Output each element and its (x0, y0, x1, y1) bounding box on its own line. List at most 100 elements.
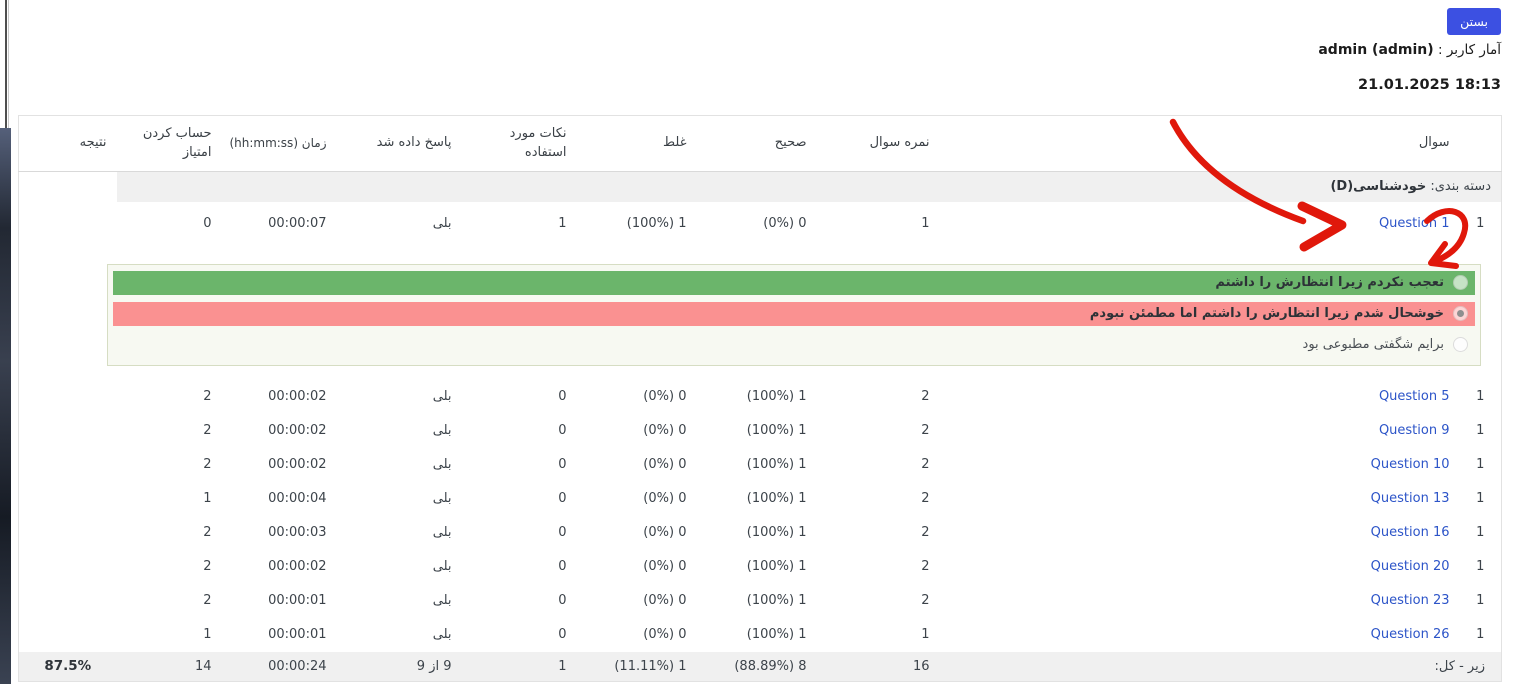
scoring-cell: 2 (203, 593, 212, 608)
col-header-wrong: غلط (576, 115, 697, 172)
grade-cell: 2 (921, 491, 930, 506)
time-cell: 00:00:02 (268, 559, 327, 574)
question-link[interactable]: Question 20 (1370, 559, 1450, 574)
row-count: 1 (1476, 525, 1485, 540)
result-cell (19, 516, 117, 550)
answer-option: برایم شگفتی مطبوعی بود (113, 333, 1475, 357)
question-link[interactable]: Question 10 (1370, 457, 1450, 472)
result-cell (19, 414, 117, 448)
grade-cell: 2 (921, 389, 930, 404)
table-row: 1 Question 16 2 1 (100%) 0 (0%) 0 بلی 00… (19, 516, 1502, 550)
scoring-cell: 2 (203, 559, 212, 574)
wrong-cell: 0 (0%) (643, 423, 687, 438)
hints-cell: 1 (558, 216, 567, 231)
subtotal-correct: 8 (88.89%) (696, 651, 817, 682)
time-cell: 00:00:01 (268, 627, 327, 642)
row-count: 1 (1476, 457, 1485, 472)
table-row: 1 Question 5 2 1 (100%) 0 (0%) 0 بلی 00:… (19, 380, 1502, 414)
answer-options-box: تعجب نکردم زیرا انتظارش را داشتم خوشحال … (107, 263, 1481, 366)
subtotal-row: زیر - کل: 16 8 (88.89%) 1 (11.11%) 1 9 ا… (18, 651, 1502, 682)
subtotal-result: 87.5% (44, 658, 92, 675)
scoring-cell: 2 (203, 423, 212, 438)
question-link[interactable]: Question 1 (1378, 216, 1450, 231)
question-answers-row: تعجب نکردم زیرا انتظارش را داشتم خوشحال … (19, 246, 1502, 380)
table-row: 1 Question 13 2 1 (100%) 0 (0%) 0 بلی 00… (19, 482, 1502, 516)
col-header-hints: نکات مورد استفاده (461, 115, 577, 172)
radio-icon[interactable] (1453, 337, 1468, 352)
radio-selected-icon[interactable] (1453, 306, 1468, 321)
wrong-cell: 0 (0%) (643, 593, 687, 608)
result-cell (19, 380, 117, 414)
row-count: 1 (1476, 593, 1485, 608)
result-cell (19, 550, 117, 584)
subtotal-answered: 9 از 9 (336, 651, 462, 682)
col-header-num (1459, 115, 1502, 172)
grade-cell: 2 (921, 457, 930, 472)
wrong-cell: 0 (0%) (643, 525, 687, 540)
subtotal-scoring: 14 (116, 651, 222, 682)
time-cell: 00:00:07 (268, 216, 327, 231)
wrong-cell: 0 (0%) (643, 559, 687, 574)
answer-option: تعجب نکردم زیرا انتظارش را داشتم (113, 270, 1475, 295)
grade-cell: 1 (921, 627, 930, 642)
time-cell: 00:00:04 (268, 491, 327, 506)
category-cell: دسته بندی: خودشناسی(D) (116, 171, 1502, 202)
category-blank-cell (18, 171, 117, 202)
background-window-edge (0, 128, 11, 684)
table-row: 1 Question 9 2 1 (100%) 0 (0%) 0 بلی 00:… (19, 414, 1502, 448)
question-link[interactable]: Question 5 (1378, 389, 1450, 404)
table-row: 1 Question 20 2 1 (100%) 0 (0%) 0 بلی 00… (19, 550, 1502, 584)
result-cell (19, 482, 117, 516)
col-header-question: سوال (939, 115, 1460, 172)
table-header-row: سوال نمره سوال صحیح غلط نکات مورد استفاد… (18, 115, 1502, 172)
table-row: 1 Question 26 1 1 (100%) 0 (0%) 0 بلی 00… (19, 618, 1502, 652)
subtotal-grade: 16 (816, 651, 940, 682)
answered-cell: بلی (432, 559, 452, 574)
answered-cell: بلی (432, 525, 452, 540)
close-button[interactable]: بستن (1447, 8, 1501, 35)
correct-cell: 1 (100%) (746, 457, 807, 472)
hints-cell: 0 (558, 559, 567, 574)
question-link[interactable]: Question 23 (1370, 593, 1450, 608)
correct-cell: 1 (100%) (746, 423, 807, 438)
grade-cell: 2 (921, 525, 930, 540)
grade-cell: 2 (921, 559, 930, 574)
question-link[interactable]: Question 9 (1378, 423, 1450, 438)
question-link[interactable]: Question 13 (1370, 491, 1450, 506)
grade-cell: 1 (921, 216, 930, 231)
col-header-answered: پاسخ داده شد (336, 115, 462, 172)
result-cell (19, 448, 117, 482)
answered-cell: بلی (432, 593, 452, 608)
question-link[interactable]: Question 16 (1370, 525, 1450, 540)
answered-cell: بلی (432, 627, 452, 642)
subtotal-label: زیر - کل: (939, 651, 1502, 682)
col-header-correct: صحیح (696, 115, 817, 172)
row-count: 1 (1476, 423, 1485, 438)
radio-icon[interactable] (1453, 275, 1468, 290)
scoring-cell: 2 (203, 525, 212, 540)
correct-cell: 1 (100%) (746, 627, 807, 642)
category-row: دسته بندی: خودشناسی(D) (18, 171, 1502, 202)
hints-cell: 0 (558, 423, 567, 438)
scoring-cell: 2 (203, 457, 212, 472)
hints-cell: 0 (558, 491, 567, 506)
row-count: 1 (1476, 559, 1485, 574)
answered-cell: بلی (432, 216, 452, 231)
result-cell (19, 584, 117, 618)
answer-option: خوشحال شدم زیرا انتظارش را داشتم اما مطم… (113, 301, 1475, 326)
subtotal-hints: 1 (461, 651, 577, 682)
answered-cell: بلی (432, 491, 452, 506)
col-header-grade: نمره سوال (816, 115, 940, 172)
wrong-cell: 0 (0%) (643, 457, 687, 472)
wrong-cell: 0 (0%) (643, 627, 687, 642)
hints-cell: 0 (558, 389, 567, 404)
correct-cell: 1 (100%) (746, 491, 807, 506)
subtotal-time: 00:00:24 (221, 651, 337, 682)
category-label: دسته بندی: (1426, 179, 1491, 195)
col-header-result: نتیجه (18, 115, 117, 172)
grade-cell: 2 (921, 423, 930, 438)
row-count: 1 (1476, 491, 1485, 506)
scoring-cell: 2 (203, 389, 212, 404)
question-link[interactable]: Question 26 (1370, 627, 1450, 642)
wrong-cell: 0 (0%) (643, 491, 687, 506)
